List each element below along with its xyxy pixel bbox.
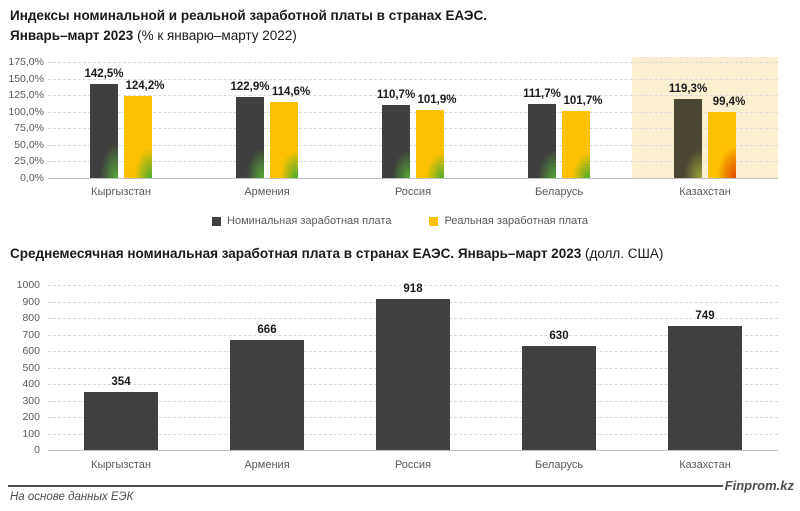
gridline: [48, 161, 778, 163]
bar-nominal: [90, 83, 118, 178]
gridline: [48, 301, 778, 303]
gridline: [48, 318, 778, 319]
bar-value-label: 630: [549, 330, 569, 343]
gridline: [48, 144, 778, 146]
bar-value-label: 101,7%: [563, 94, 603, 107]
footer-divider-line: [8, 484, 723, 487]
gridline: [48, 417, 778, 418]
bar-nominal: [236, 96, 264, 178]
bar-value-label: 111,7%: [523, 87, 561, 100]
bar-value-label: 666: [257, 324, 277, 337]
bar-nominal: [674, 98, 702, 178]
legend-label-nominal: Номинальная заработная плата: [227, 215, 392, 227]
bar-value-label: 99,4%: [712, 96, 746, 109]
gridline: [48, 384, 778, 385]
y-tick-label: 75,0%: [14, 122, 44, 135]
bar-nominal: [528, 103, 556, 178]
legend-label-real: Реальная заработная плата: [444, 215, 588, 227]
y-tick-label: 600: [22, 345, 40, 357]
x-category-label: Казахстан: [679, 186, 731, 198]
y-tick-label: 500: [22, 361, 40, 374]
bar-salary: [84, 391, 158, 450]
y-tick-label: 50,0%: [14, 138, 44, 151]
y-tick-label: 1000: [16, 279, 40, 291]
source-note: На основе данных ЕЭК: [10, 491, 134, 503]
x-category-label: Беларусь: [534, 459, 584, 471]
y-tick-label: 25,0%: [14, 155, 44, 168]
bar-value-label: 122,9%: [230, 80, 270, 93]
y-tick-label: 300: [22, 394, 40, 407]
bar-real: [708, 112, 736, 178]
nominal-legend-swatch-icon: [212, 216, 222, 226]
chart2-title: Среднемесячная номинальная заработная пл…: [10, 244, 663, 264]
bar-value-label: 110,7%: [376, 88, 416, 101]
x-axis-line: [48, 450, 778, 451]
footer-rule: Finprom.kz: [8, 478, 794, 493]
y-tick-label: 100: [22, 427, 40, 440]
gridline: [48, 78, 778, 80]
y-tick-label: 0: [34, 444, 40, 456]
bar-salary: [230, 340, 304, 450]
real-legend-swatch-icon: [429, 216, 439, 226]
y-tick-label: 125,0%: [8, 89, 44, 102]
x-category-label: Армения: [244, 459, 290, 471]
bar-value-label: 124,2%: [125, 79, 165, 92]
y-tick-label: 700: [22, 328, 40, 341]
y-tick-label: 400: [22, 378, 40, 390]
bar-salary: [522, 346, 596, 450]
kazakhstan-highlight-band: [632, 57, 778, 178]
brand-logo: Finprom.kz: [724, 478, 794, 493]
x-category-label: Армения: [244, 186, 290, 198]
y-tick-label: 100,0%: [8, 105, 44, 118]
gridline: [48, 400, 778, 402]
x-category-label: Беларусь: [534, 186, 584, 198]
bar-value-label: 101,9%: [417, 94, 457, 107]
y-tick-label: 150,0%: [8, 72, 44, 85]
gridline: [48, 285, 778, 286]
gridline: [48, 62, 778, 63]
x-category-label: Россия: [394, 186, 432, 198]
chart1-title-line2: Январь–март 2023 (% к январю–марту 2022): [10, 28, 297, 43]
bar-nominal: [382, 104, 410, 178]
y-tick-label: 175,0%: [8, 56, 44, 68]
bar-salary: [668, 326, 742, 450]
chart1-title-line1: Индексы номинальной и реальной заработно…: [10, 8, 488, 23]
gridline: [48, 128, 778, 130]
gridline: [48, 334, 778, 336]
bar-real: [416, 110, 444, 178]
y-tick-label: 900: [22, 295, 40, 308]
y-tick-label: 200: [22, 411, 40, 423]
bar-value-label: 749: [695, 310, 715, 323]
bar-value-label: 119,3%: [668, 82, 708, 95]
gridline: [48, 351, 778, 352]
bar-real: [562, 110, 590, 178]
bar-value-label: 114,6%: [271, 86, 311, 99]
x-category-label: Кыргызстан: [91, 459, 151, 471]
x-category-label: Кыргызстан: [91, 186, 151, 198]
gridline: [48, 95, 778, 97]
bar-value-label: 918: [403, 282, 423, 295]
x-category-label: Казахстан: [679, 459, 731, 471]
bar-real: [270, 102, 298, 178]
y-tick-label: 0,0%: [20, 172, 44, 184]
bar-value-label: 142,5%: [84, 67, 124, 80]
chart2-title-line: Среднемесячная номинальная заработная пл…: [10, 246, 664, 261]
x-category-label: Россия: [394, 459, 432, 471]
legend-item-nominal: Номинальная заработная плата: [212, 215, 391, 227]
y-tick-label: 800: [22, 312, 40, 324]
bar-salary: [376, 298, 450, 450]
chart1-legend: Номинальная заработная плата Реальная за…: [0, 215, 800, 227]
gridline: [48, 367, 778, 369]
gridline: [48, 111, 778, 113]
chart1-title: Индексы номинальной и реальной заработно…: [10, 6, 487, 46]
gridline: [48, 433, 778, 435]
bar-value-label: 354: [111, 375, 131, 388]
x-axis-line: [48, 178, 778, 179]
legend-item-real: Реальная заработная плата: [429, 215, 588, 227]
bar-real: [124, 95, 152, 178]
